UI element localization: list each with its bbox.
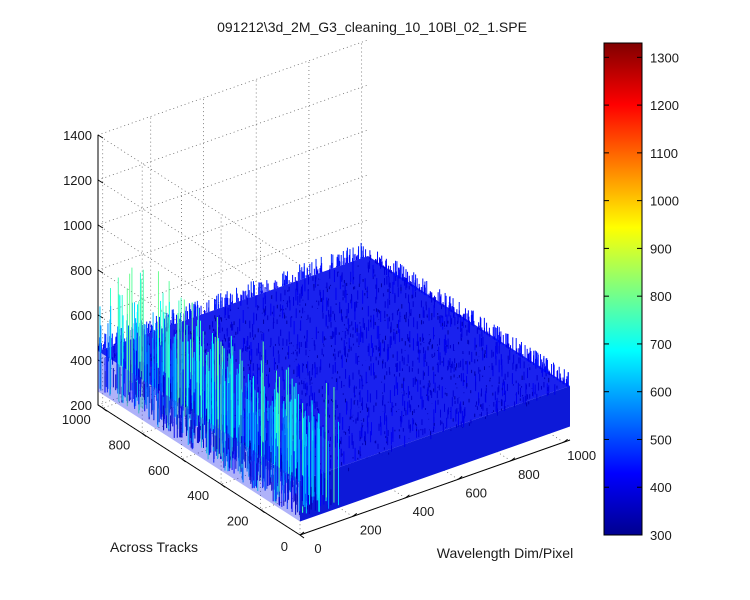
colorbar-tick-label: 500 — [650, 432, 672, 447]
x-tick-mark — [352, 513, 358, 517]
axes — [97, 134, 571, 539]
y-axis-line — [97, 404, 301, 536]
grid-line-z — [97, 39, 369, 266]
y-tick-label: 0 — [281, 539, 288, 554]
z-tick-mark — [97, 269, 104, 274]
colorbar-tick-label: 1100 — [650, 146, 678, 161]
z-tick-mark — [97, 224, 104, 229]
colorbar-tick-label: 700 — [650, 337, 672, 352]
z-tick-mark — [97, 134, 104, 139]
chart-title: 091212\3d_2M_G3_cleaning_10_10Bl_02_1.SP… — [217, 19, 527, 35]
x-tick-mark — [563, 438, 568, 443]
z-tick-label: 1000 — [63, 218, 92, 233]
z-tick-mark — [97, 179, 104, 184]
x-tick-label: 800 — [518, 467, 540, 482]
x-axis-line — [299, 439, 571, 536]
surface-left-face — [98, 351, 300, 522]
y-tick-mark — [260, 509, 265, 514]
colorbar-tick-label: 300 — [650, 528, 672, 543]
x-tick-mark — [405, 494, 410, 499]
y-tick-label: 600 — [148, 463, 170, 478]
surface-plot — [98, 242, 570, 522]
colorbar-tick-label: 600 — [650, 385, 672, 400]
colorbar-tick-label: 900 — [650, 241, 672, 256]
colorbar-tick-label: 1200 — [650, 98, 679, 113]
y-tick-label: 800 — [108, 437, 130, 452]
colorbar-tick-label: 800 — [650, 289, 672, 304]
colorbar-tick-label: 1300 — [650, 50, 679, 65]
x-tick-mark — [510, 457, 516, 462]
x-tick-label: 200 — [360, 522, 382, 537]
y-tick-label: 1000 — [62, 412, 91, 427]
x-tick-label: 0 — [314, 541, 321, 556]
z-tick-label: 200 — [70, 398, 92, 413]
y-tick-mark — [299, 534, 305, 539]
colorbar: 300 400 500 600 700 800 900 1000 1100 1200 1300 — [603, 42, 679, 543]
z-tick-label: 400 — [70, 353, 92, 368]
y-axis-label: Across Tracks — [110, 539, 198, 555]
colorbar-gradient — [603, 42, 643, 536]
x-tick-label: 1000 — [567, 448, 596, 463]
colorbar-tick-label: 400 — [650, 480, 672, 495]
x-tick-mark — [299, 531, 305, 536]
z-tick-label: 1200 — [63, 173, 92, 188]
x-tick-label: 600 — [465, 485, 487, 500]
y-tick-mark — [102, 407, 108, 412]
tick-labels: 0200400600800100002004006008001000200400… — [62, 128, 596, 556]
colorbar-tick-label: 1000 — [650, 194, 679, 209]
z-tick-mark — [97, 404, 104, 409]
z-tick-label: 800 — [70, 263, 92, 278]
y-tick-label: 400 — [187, 488, 209, 503]
y-tick-mark — [181, 458, 186, 463]
x-tick-mark — [457, 475, 463, 480]
x-axis-label: Wavelength Dim/Pixel — [437, 545, 573, 561]
y-tick-mark — [141, 433, 147, 437]
y-tick-label: 200 — [227, 514, 249, 529]
surface-front-face — [300, 386, 570, 522]
y-tick-mark — [220, 483, 226, 488]
z-tick-label: 1400 — [63, 128, 92, 143]
z-tick-label: 600 — [70, 308, 92, 323]
x-tick-label: 400 — [413, 504, 435, 519]
z-tick-mark — [97, 314, 104, 319]
